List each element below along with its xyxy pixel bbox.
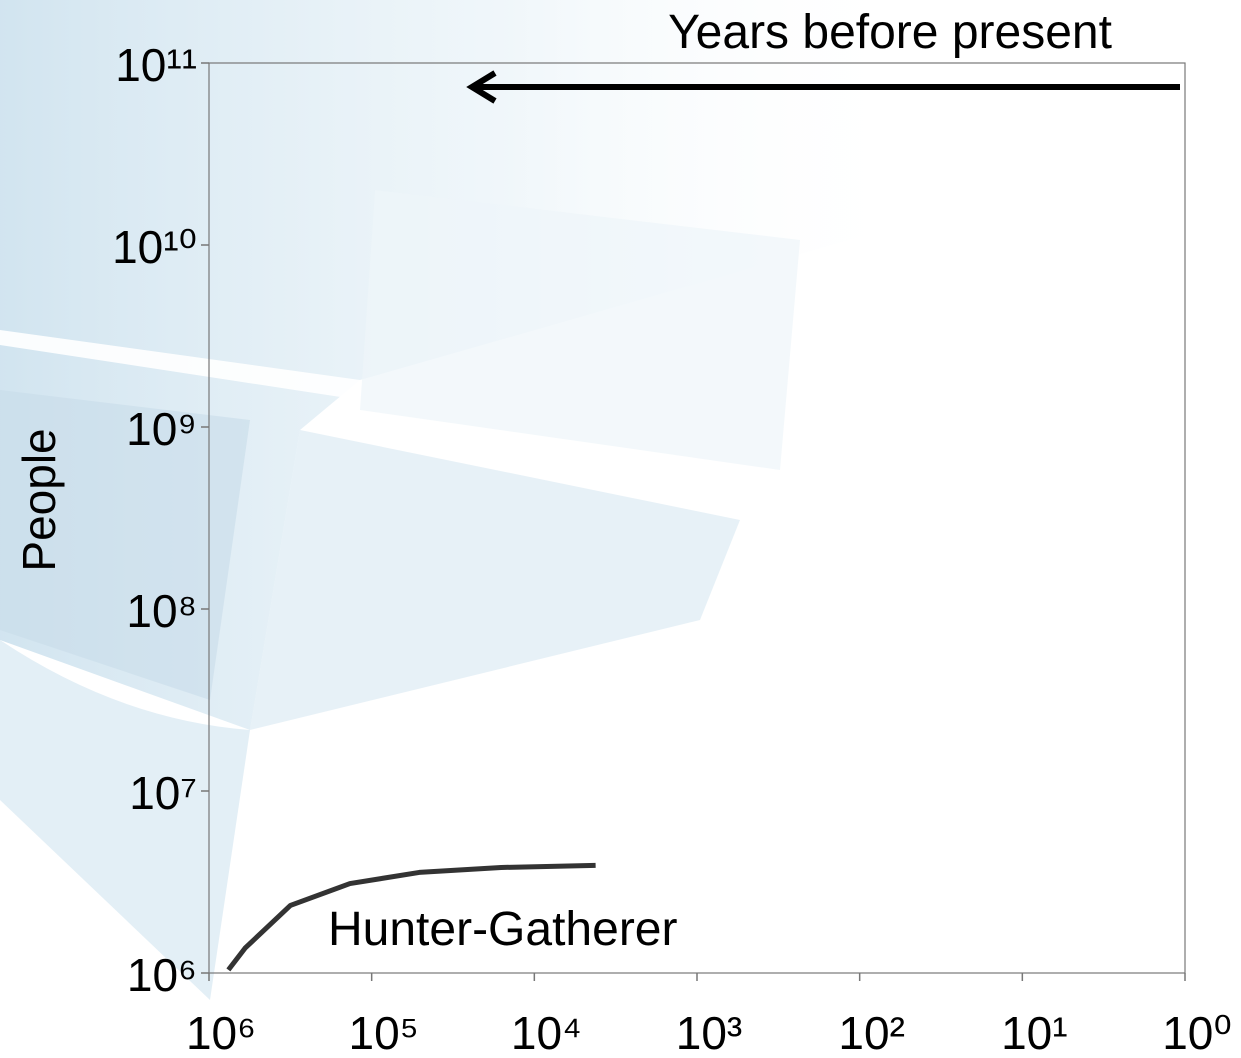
x-tick-label: 10⁴ xyxy=(511,1007,582,1058)
x-axis-label: Years before present xyxy=(668,6,1112,59)
y-tick-label: 10¹¹ xyxy=(115,39,197,91)
y-tick-label: 10⁶ xyxy=(127,949,197,1001)
direction-arrow xyxy=(466,70,1180,104)
y-tick-label: 10⁸ xyxy=(126,585,197,637)
x-tick-label: 10⁰ xyxy=(1162,1007,1232,1058)
y-axis-label: People xyxy=(13,428,65,571)
x-tick-label: 10⁵ xyxy=(349,1007,419,1058)
y-tick-label: 10⁷ xyxy=(129,767,197,819)
data-line xyxy=(226,862,596,972)
annotation: Hunter-Gatherer xyxy=(328,903,677,956)
background xyxy=(0,0,920,1000)
x-tick-label: 10³ xyxy=(676,1007,742,1058)
x-tick-label: 10⁶ xyxy=(186,1007,256,1058)
y-tick-label: 10⁹ xyxy=(126,403,197,455)
x-tick-label: 10¹ xyxy=(1001,1007,1067,1058)
x-tick-label: 10² xyxy=(838,1007,904,1058)
y-tick-label: 10¹⁰ xyxy=(112,221,197,273)
